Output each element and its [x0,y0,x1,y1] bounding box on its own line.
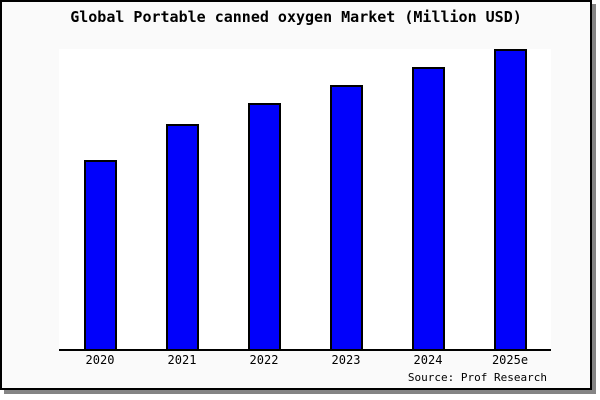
plot-area [59,49,551,351]
x-tick-label-2025e: 2025e [491,353,529,367]
chart-frame: Global Portable canned oxygen Market (Mi… [0,0,592,390]
source-text: Source: Prof Research [407,371,547,384]
bar-2020 [83,160,117,349]
bar-2023 [329,85,363,349]
x-tick-label-2021: 2021 [167,353,197,367]
bar-slot [141,49,223,349]
bars-container [59,49,551,349]
bar-slot [59,49,141,349]
chart-title: Global Portable canned oxygen Market (Mi… [70,8,522,26]
bar-slot [305,49,387,349]
x-tick-label-2024: 2024 [413,353,443,367]
x-axis-labels: 2020 2021 2022 2023 2024 2025e [59,354,551,367]
x-tick-label-2020: 2020 [85,353,115,367]
bar-2024 [411,67,445,349]
bar-2021 [165,124,199,349]
bar-slot [469,49,551,349]
bar-2025e [493,49,527,349]
x-tick-label-2023: 2023 [331,353,361,367]
x-tick-label-2022: 2022 [249,353,279,367]
bar-slot [387,49,469,349]
bar-2022 [247,103,281,349]
bar-slot [223,49,305,349]
